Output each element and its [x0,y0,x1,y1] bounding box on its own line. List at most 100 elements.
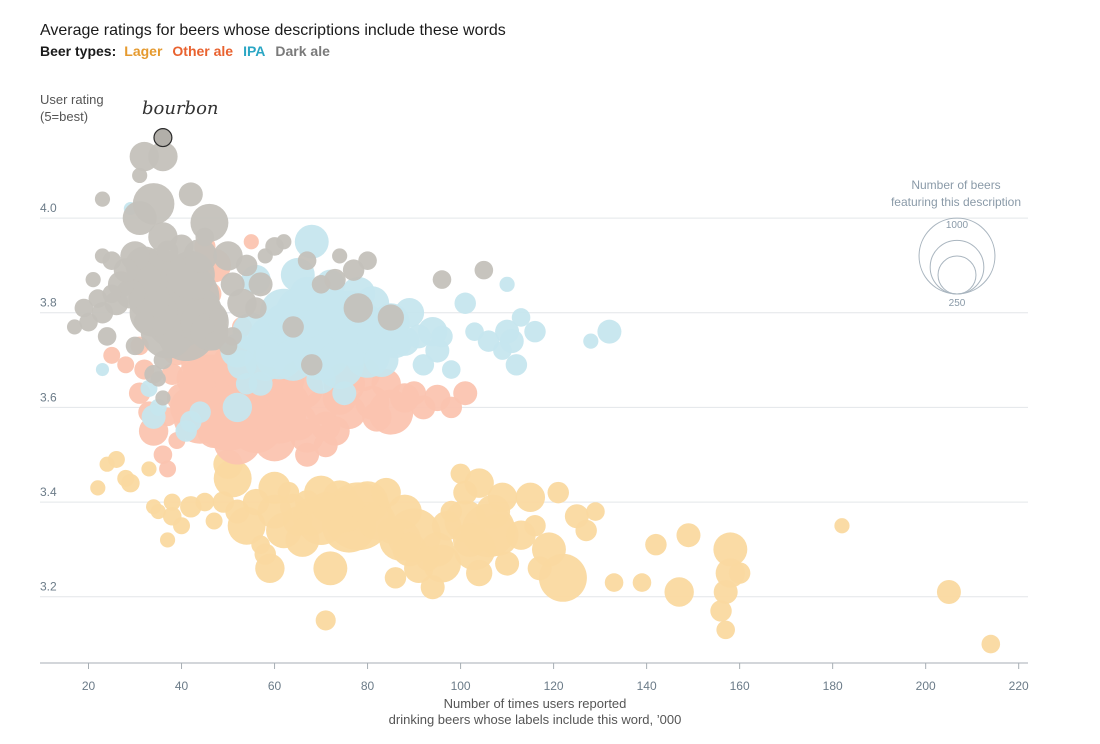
point-lager [716,620,735,640]
point-other-ale [440,396,463,419]
point-other-ale [161,363,183,385]
point-dark-ale [223,327,242,346]
x-tick-label-200: 200 [916,679,936,693]
x-tick-label-60: 60 [268,679,282,693]
point-dark-ale [155,390,171,406]
point-lager [452,522,487,557]
point-ipa [493,341,512,360]
point-other-ale [313,433,338,458]
point-dark-ale [204,331,224,351]
point-dark-ale [94,191,111,207]
point-lager [251,535,270,554]
point-dark-ale [332,248,348,264]
point-lager [315,610,336,631]
point-lager [159,532,176,548]
x-tick-label-140: 140 [637,679,657,693]
size-legend-rings [918,217,996,295]
point-ipa [524,320,546,343]
point-lager [212,491,235,513]
point-lager [575,519,597,542]
size-legend-label-1000: 1000 [946,220,969,231]
point-lager [440,500,463,523]
point-dark-ale [257,248,273,264]
point-dark-ale [245,297,267,319]
point-ipa [406,324,431,349]
point-dark-ale [74,298,94,318]
point-lager [713,532,748,567]
point-lager [632,573,652,592]
point-other-ale [243,234,259,250]
x-tick-label-80: 80 [361,679,375,693]
point-lager [295,490,320,515]
size-legend-title-line-2: featuring this description [891,195,1021,209]
legend: Beer types: Lager Other ale IPA Dark ale [40,43,330,59]
point-lager [604,573,624,592]
size-ring-500 [929,239,985,295]
size-legend-title-line-1: Number of beers [911,178,1000,192]
y-tick-label-4.0: 4.0 [40,201,57,215]
size-legend-label-250: 250 [949,298,966,309]
series-dark-ale [66,141,494,406]
point-lager [173,517,191,535]
point-ipa [465,322,484,341]
x-tick-label-120: 120 [544,679,564,693]
point-ipa [505,354,528,376]
point-lager [117,469,135,487]
point-ipa [222,392,253,423]
point-dark-ale [377,304,404,331]
legend-prefix: Beer types: [40,43,116,59]
y-tick-label-3.2: 3.2 [40,580,57,594]
point-lager [495,551,520,576]
x-axis-title-line-2: drinking beers whose labels include this… [389,712,682,727]
point-dark-ale [88,289,108,308]
point-lager [466,559,493,587]
point-dark-ale [97,327,117,346]
point-lager [205,512,223,530]
point-lager [242,488,270,516]
point-dark-ale [301,354,323,376]
point-lager [645,533,667,556]
point-dark-ale [195,227,215,247]
point-lager [450,463,471,484]
point-dark-ale [297,251,317,270]
point-ipa [511,308,531,327]
point-lager [384,567,407,589]
chart-title: Average ratings for beers whose descript… [40,22,506,39]
point-other-ale [103,346,121,364]
annotation-bourbon: bourbon [142,98,219,119]
point-dark-ale [125,336,145,356]
point-ipa [189,401,211,423]
point-lager [664,577,694,607]
point-ipa [454,292,476,314]
point-lager [728,562,751,584]
point-ipa [294,224,329,259]
legend-entry-dark-ale: Dark ale [275,43,330,59]
x-tick-label-100: 100 [451,679,471,693]
size-legend: Number of beers featuring this descripti… [891,178,1021,309]
point-lager [99,456,115,472]
x-tick-label-180: 180 [823,679,843,693]
point-ipa [235,373,258,395]
legend-entry-lager: Lager [124,43,163,59]
y-axis-title-line-2: (5=best) [40,109,88,124]
point-lager [487,482,518,513]
point-lager [713,580,738,604]
point-dark-ale [132,167,148,184]
point-dark-ale [150,371,166,387]
point-lager [981,634,1001,654]
series-lager [90,449,1001,654]
point-ipa [95,362,110,377]
point-dark-ale [432,270,452,289]
point-lager [90,480,106,496]
point-ipa [499,276,515,292]
x-tick-label-40: 40 [175,679,189,693]
y-axis-ticks: 3.2 3.4 3.6 3.8 4.0 [40,201,57,594]
x-axis-title-line-1: Number of times users reported [444,696,627,711]
point-dark-ale [248,272,273,297]
point-lager [453,480,478,505]
point-ipa [332,381,357,406]
point-dark-ale [474,260,494,280]
point-dark-ale [94,248,111,264]
point-ipa [477,330,500,352]
